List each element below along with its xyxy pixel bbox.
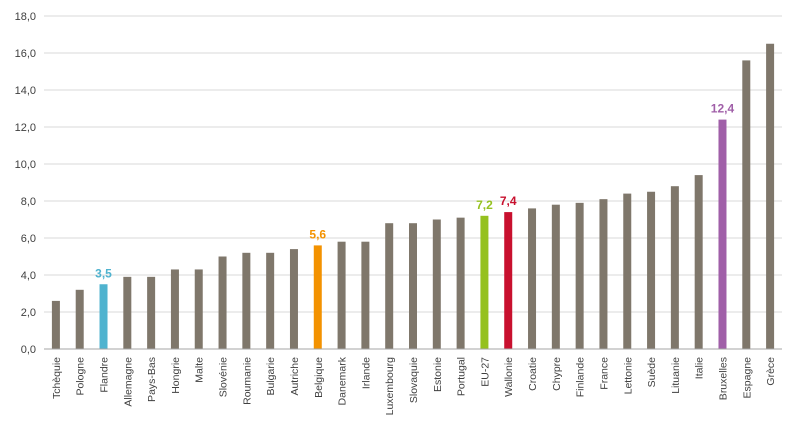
bar <box>242 252 251 349</box>
bar <box>385 223 394 349</box>
bar <box>670 186 679 349</box>
x-tick-label: Bulgarie <box>265 357 277 396</box>
x-tick-label: Espagne <box>741 357 753 399</box>
x-tick-label: Pologne <box>75 357 87 396</box>
x-axis-category-labels: Tchèquie Pologne Flandre Allemagne Pays-Bas H… <box>51 356 777 415</box>
x-tick-label: Flandre <box>99 357 111 393</box>
x-tick-label: Chypre <box>551 357 563 391</box>
x-tick-label: Danemark <box>337 356 349 405</box>
bar <box>551 204 560 349</box>
bar <box>409 223 417 349</box>
y-axis-tick-labels: 0,0 2,0 4,0 6,0 8,0 10,0 12,0 14,0 16,0 18,0 <box>15 11 36 356</box>
x-tick-label: Finlande <box>575 357 587 397</box>
bars <box>51 43 775 350</box>
bar <box>504 212 513 349</box>
y-tick-label: 10,0 <box>15 159 36 171</box>
data-label: 7,2 <box>476 198 493 212</box>
x-tick-label: Lettonie <box>622 357 634 395</box>
x-tick-label: Roumanie <box>241 357 253 405</box>
bar <box>170 269 179 349</box>
bar <box>432 219 441 349</box>
bar <box>147 276 156 349</box>
bar <box>99 284 108 349</box>
bar <box>266 252 275 349</box>
data-label: 5,6 <box>309 227 326 241</box>
y-tick-label: 8,0 <box>21 196 36 208</box>
data-label: 7,4 <box>500 194 517 208</box>
y-tick-label: 14,0 <box>15 85 36 97</box>
y-tick-label: 2,0 <box>21 307 36 319</box>
bar <box>218 256 227 349</box>
bar <box>123 276 132 349</box>
bar <box>480 215 489 349</box>
x-tick-label: Belgique <box>313 357 325 398</box>
y-tick-label: 6,0 <box>21 233 36 245</box>
y-tick-label: 12,0 <box>15 122 36 134</box>
x-tick-label: Slovénie <box>218 357 230 397</box>
x-tick-label: Bruxelles <box>717 357 729 400</box>
bar <box>75 289 84 349</box>
bar <box>194 269 203 349</box>
bar <box>718 119 727 349</box>
bar <box>51 300 60 349</box>
x-tick-label: Portugal <box>456 357 468 396</box>
bar <box>647 191 656 349</box>
x-tick-label: Luxembourg <box>384 357 396 416</box>
x-tick-label: France <box>598 357 610 390</box>
data-label: 3,5 <box>95 266 112 280</box>
bar <box>313 245 322 349</box>
bar <box>337 241 346 349</box>
x-tick-label: Suède <box>646 357 658 388</box>
gridlines <box>44 15 782 313</box>
data-labels: 3,5 5,6 7,2 7,4 12,4 <box>95 102 734 281</box>
y-tick-label: 4,0 <box>21 270 36 282</box>
x-tick-label: Lituanie <box>670 357 682 394</box>
bar <box>599 199 608 349</box>
x-tick-label: Allemagne <box>122 357 134 407</box>
x-tick-label: Hongrie <box>170 357 182 394</box>
bar <box>742 60 751 350</box>
x-tick-label: Slovaquie <box>408 357 420 403</box>
bar <box>623 193 632 349</box>
x-tick-label: Malte <box>194 357 206 383</box>
x-tick-label: Wallonie <box>503 357 515 397</box>
y-tick-label: 18,0 <box>15 11 36 23</box>
y-tick-label: 16,0 <box>15 48 36 60</box>
bar <box>289 249 298 349</box>
x-tick-label: Croatie <box>527 357 539 391</box>
y-tick-label: 0,0 <box>21 344 36 356</box>
x-tick-label: Tchèquie <box>51 357 63 399</box>
x-tick-label: EU-27 <box>479 357 491 387</box>
bar <box>528 208 537 349</box>
x-tick-label: Autriche <box>289 357 301 396</box>
bar <box>694 175 703 349</box>
bar <box>456 217 465 349</box>
x-tick-label: Pays-Bas <box>146 357 158 402</box>
x-tick-label: Estonie <box>432 357 444 392</box>
x-tick-label: Grèce <box>765 357 777 386</box>
x-tick-label: Irlande <box>360 357 372 389</box>
bar <box>361 241 370 349</box>
data-label: 12,4 <box>711 102 735 116</box>
bar <box>766 43 775 349</box>
x-tick-label: Italie <box>694 357 706 379</box>
bar <box>575 202 584 349</box>
